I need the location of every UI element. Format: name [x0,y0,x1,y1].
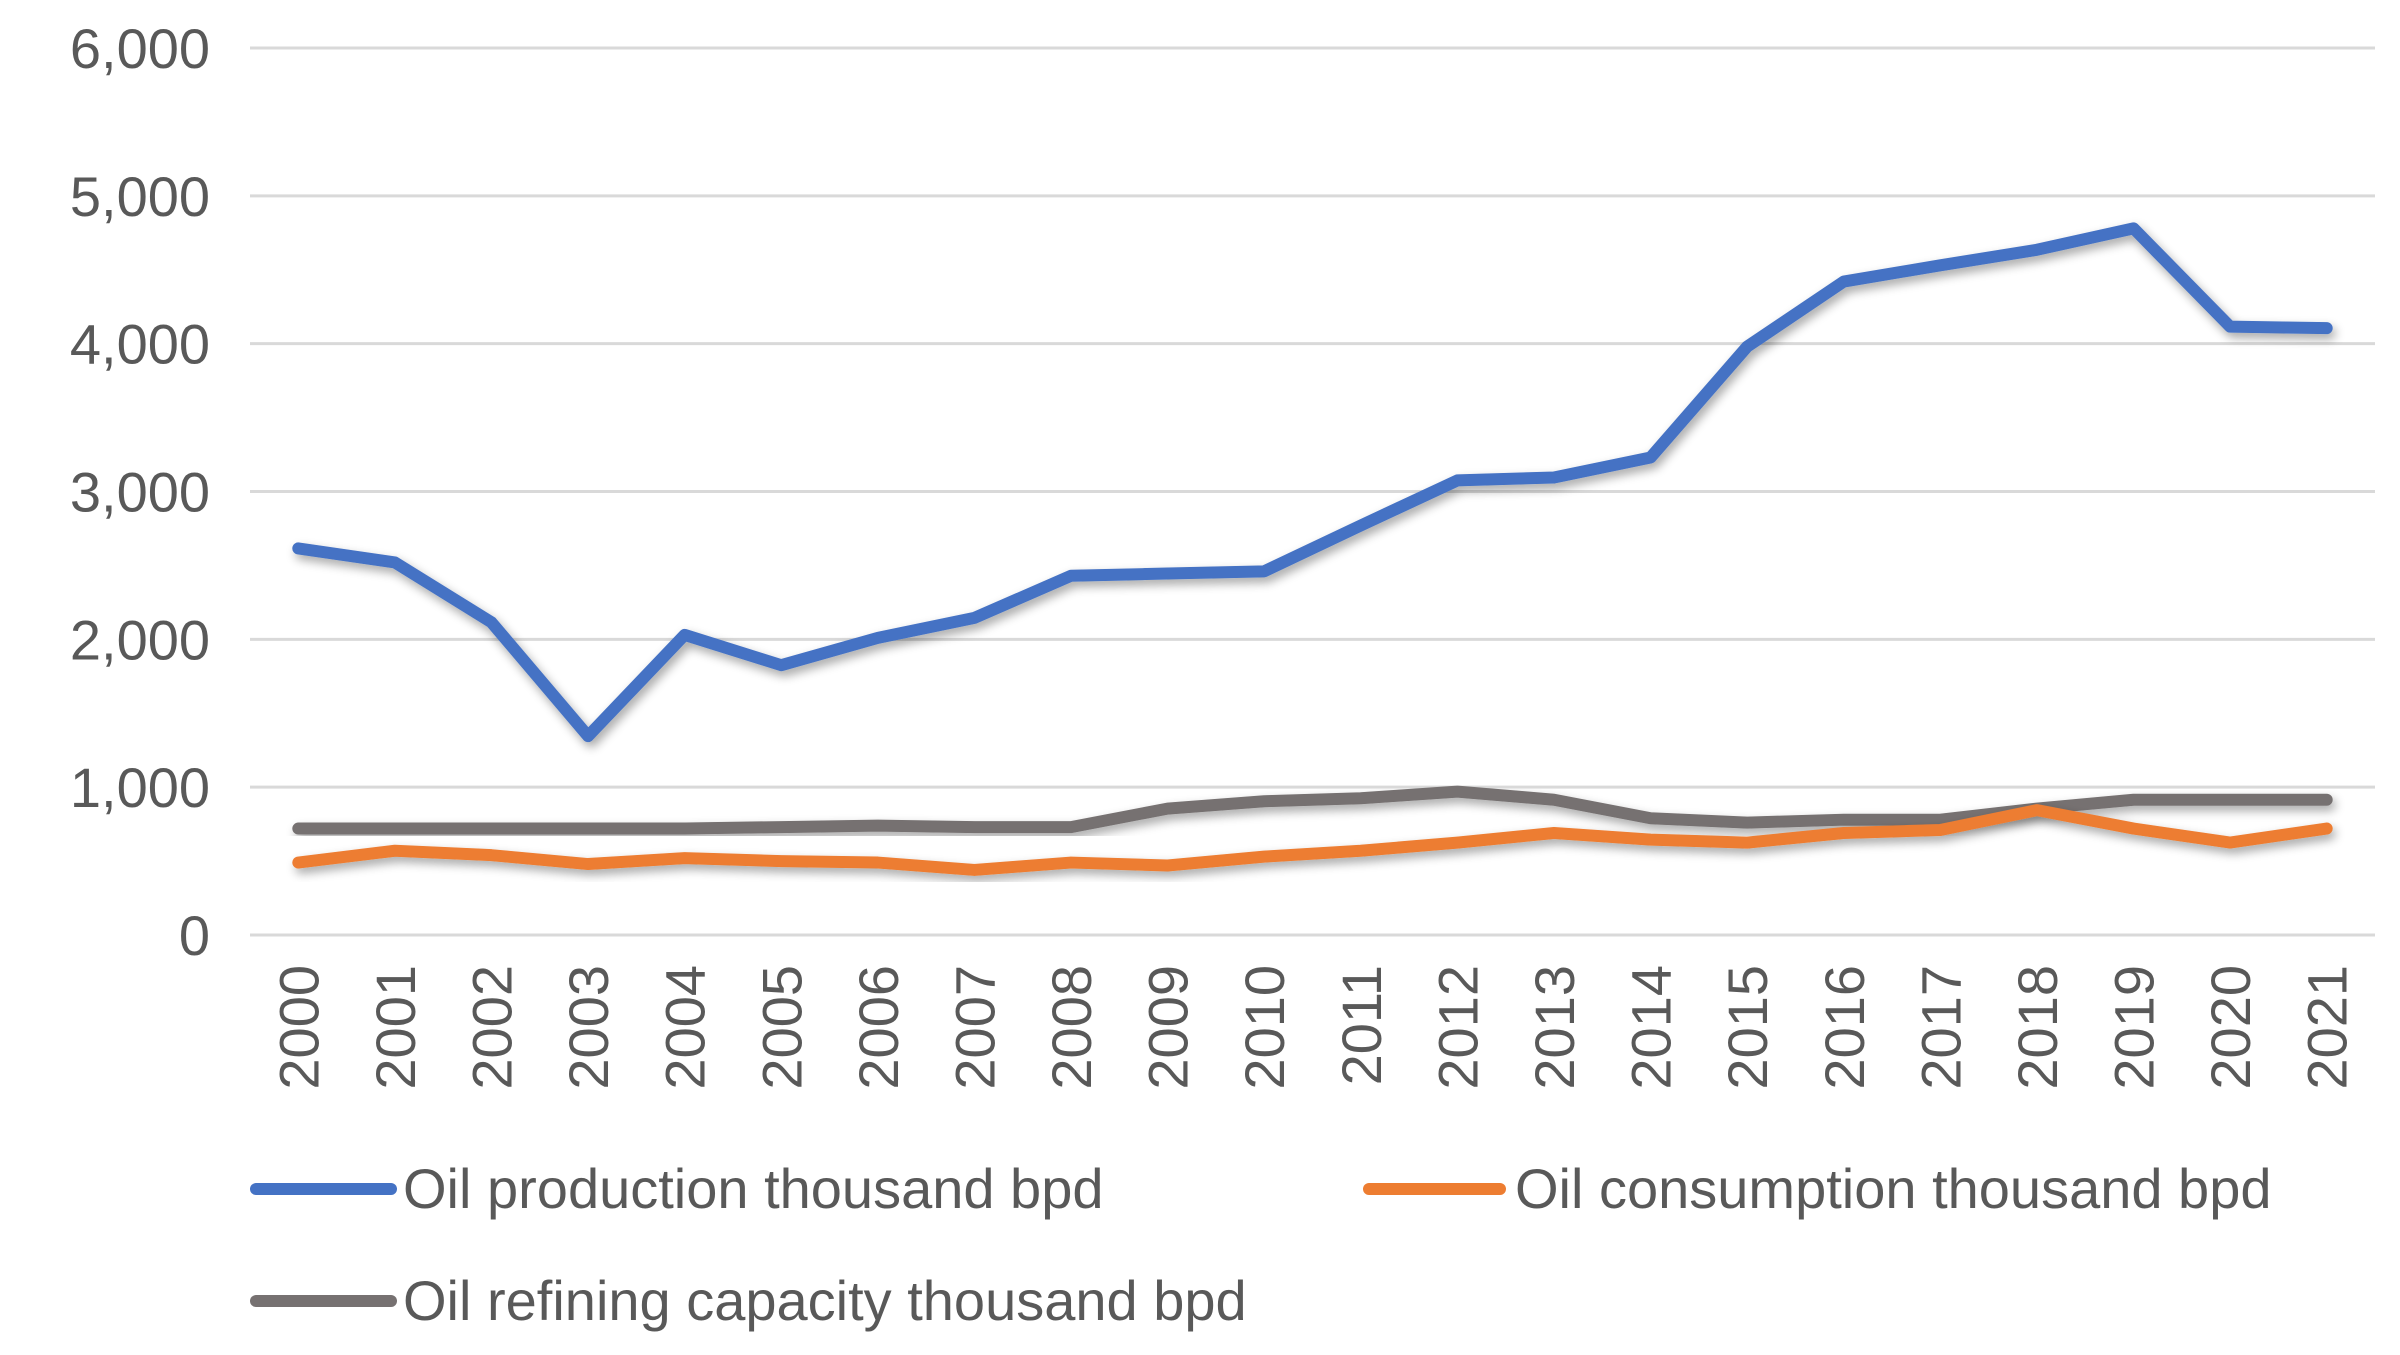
x-tick-label: 2017 [1909,965,1972,1090]
x-tick-label: 2020 [2199,965,2262,1090]
x-tick-label: 2013 [1523,965,1586,1090]
legend-label-production: Oil production thousand bpd [403,1157,1104,1220]
y-tick-label: 5,000 [70,165,210,228]
legend-label-consumption: Oil consumption thousand bpd [1515,1157,2272,1220]
x-tick-label: 2012 [1426,965,1489,1090]
x-tick-label: 2001 [364,965,427,1090]
x-tick-label: 2007 [943,965,1006,1090]
gridlines [250,46,2375,937]
x-tick-label: 2004 [654,965,717,1090]
x-tick-label: 2009 [1137,965,1200,1090]
series-line-0 [292,222,2333,743]
x-tick-label: 2000 [267,965,330,1090]
x-tick-label: 2019 [2103,965,2166,1090]
y-tick-label: 0 [179,904,210,967]
y-tick-label: 2,000 [70,608,210,671]
x-tick-label: 2008 [1040,965,1103,1090]
y-tick-label: 4,000 [70,313,210,376]
legend-label-refining: Oil refining capacity thousand bpd [403,1269,1247,1332]
x-axis-tick-labels: 2000 2001 2002 2003 2004 2005 2006 2007 2008 2009… [267,965,2358,1090]
x-tick-label: 2018 [2006,965,2069,1090]
x-tick-label: 2006 [847,965,910,1090]
y-tick-label: 1,000 [70,756,210,819]
x-tick-label: 2003 [557,965,620,1090]
legend: Oil production thousand bpd Oil consumpt… [250,1157,2272,1332]
x-tick-label: 2015 [1716,965,1779,1090]
x-tick-label: 2011 [1330,965,1393,1085]
x-tick-label: 2016 [1813,965,1876,1090]
y-axis-tick-labels: 0 1,000 2,000 3,000 4,000 5,000 6,000 [70,17,210,967]
x-tick-label: 2005 [750,965,813,1090]
x-tick-label: 2014 [1620,965,1683,1090]
x-tick-label: 2010 [1233,965,1296,1090]
x-tick-label: 2021 [2296,965,2359,1090]
x-tick-label: 2002 [460,965,523,1090]
y-tick-label: 6,000 [70,17,210,80]
series-line-1 [292,804,2333,876]
y-tick-label: 3,000 [70,461,210,524]
series-lines [292,222,2333,876]
